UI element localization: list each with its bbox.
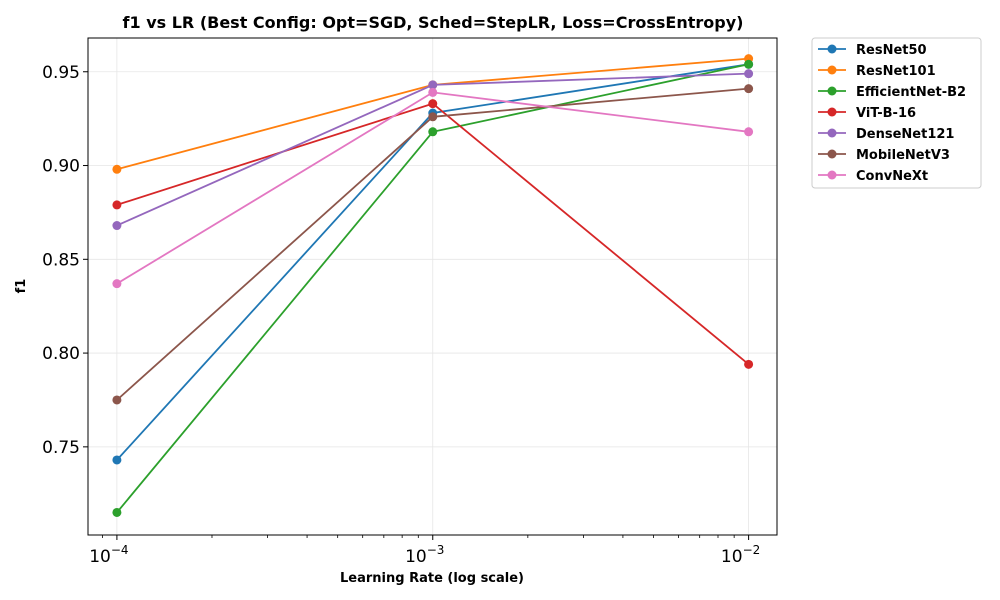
legend-entry: ResNet50 <box>856 43 927 58</box>
legend-marker <box>827 44 837 54</box>
legend-entry: MobileNetV3 <box>856 148 950 163</box>
y-tick-label: 0.75 <box>42 438 80 458</box>
data-point-ConvNeXt <box>112 279 122 289</box>
data-point-DenseNet121 <box>428 80 438 90</box>
legend-entry: ResNet101 <box>856 64 936 79</box>
y-axis-label: f1 <box>14 279 29 294</box>
y-tick-label: 0.90 <box>42 157 80 177</box>
legend: ResNet50 ResNet101 EfficientNet-B2 ViT-B-16… <box>811 37 982 189</box>
data-point-EfficientNet-B2 <box>744 59 754 69</box>
data-point-MobileNetV3 <box>112 395 122 405</box>
y-tick-label: 0.80 <box>42 344 80 364</box>
y-tick-label: 0.95 <box>42 63 80 83</box>
axis-ticks: 0.75 0.80 0.85 0.90 0.95 10−4 10−3 10−2 <box>42 63 760 567</box>
data-point-DenseNet121 <box>112 221 122 231</box>
data-point-MobileNetV3 <box>428 112 438 122</box>
data-point-MobileNetV3 <box>744 84 754 94</box>
y-tick-label: 0.85 <box>42 250 80 270</box>
legend-entry: DenseNet121 <box>856 127 954 142</box>
legend-marker <box>827 170 837 180</box>
legend-marker <box>827 107 837 117</box>
legend-entry: EfficientNet-B2 <box>856 85 966 100</box>
data-point-ViT-B-16 <box>428 99 438 109</box>
legend-marker <box>827 86 837 96</box>
data-point-DenseNet121 <box>744 69 754 79</box>
data-point-ViT-B-16 <box>744 359 754 369</box>
data-point-ViT-B-16 <box>112 200 122 210</box>
legend-marker <box>827 149 837 159</box>
x-axis-label: Learning Rate (log scale) <box>340 571 524 586</box>
x-tick-label: 10−3 <box>405 543 444 567</box>
data-point-ResNet50 <box>112 455 122 465</box>
data-point-ConvNeXt <box>744 127 754 137</box>
x-tick-label: 10−2 <box>721 543 760 567</box>
legend-marker <box>827 128 837 138</box>
series-lines <box>112 54 754 517</box>
data-point-ConvNeXt <box>428 87 438 97</box>
legend-entry: ViT-B-16 <box>856 106 916 121</box>
legend-entry: ConvNeXt <box>856 169 928 184</box>
chart-title: f1 vs LR (Best Config: Opt=SGD, Sched=St… <box>123 13 744 32</box>
data-point-EfficientNet-B2 <box>112 507 122 517</box>
x-tick-label: 10−4 <box>89 543 128 567</box>
data-point-ResNet101 <box>112 164 122 174</box>
data-point-EfficientNet-B2 <box>428 127 438 137</box>
legend-box <box>811 37 982 189</box>
legend-marker <box>827 65 837 75</box>
